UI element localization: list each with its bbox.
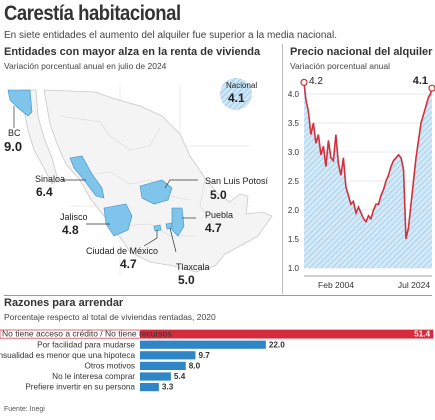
bar [140, 351, 196, 360]
section-divider [282, 44, 283, 294]
line-chart-subtitle: Variación porcentual anual [290, 61, 391, 71]
page-title: Carestía habitacional [4, 2, 181, 25]
category-label: No tiene acceso a crédito / No tiene rec… [2, 329, 172, 339]
state-label-slp: San Luis Potosí [205, 176, 269, 186]
bar-chart-title: Razones para arrendar [4, 297, 124, 309]
line-chart-title: Precio nacional del alquiler [290, 46, 433, 58]
leader-lines [13, 106, 198, 253]
state-value-cdmx: 4.7 [120, 257, 137, 271]
page-subtitle: En siete entidades el aumento del alquil… [4, 30, 337, 41]
category-label: Otros motivos [84, 362, 135, 371]
state-label-puebla: Puebla [205, 210, 234, 220]
state-value-bc: 9.0 [4, 139, 23, 154]
reasons-bar-chart: No tiene acceso a crédito / No tiene rec… [0, 329, 434, 392]
state-value-puebla: 4.7 [205, 221, 222, 235]
category-label: Prefiere invertir en su persona [25, 383, 135, 392]
national-bubble [220, 78, 252, 110]
y-tick-label: 2.0 [288, 206, 300, 215]
national-value: 4.1 [228, 91, 245, 105]
baja-california-peninsula [21, 89, 59, 185]
category-label: No le interesa comprar [52, 372, 135, 381]
map-title: Entidades con mayor alza en la renta de … [4, 46, 261, 58]
value-label: 3.3 [162, 383, 174, 392]
end-annotation: 4.1 [413, 76, 428, 87]
state-value-jalisco: 4.8 [62, 223, 79, 237]
area-fill [304, 82, 432, 269]
state-puebla [171, 207, 185, 237]
y-tick-label: 3.0 [288, 148, 300, 157]
state-label-tlaxcala: Tlaxcala [176, 262, 210, 272]
state-value-sinaloa: 6.4 [36, 185, 53, 199]
bar-chart-subtitle: Porcentaje respecto al total de vivienda… [4, 312, 216, 322]
bar [140, 372, 171, 381]
bar [140, 340, 266, 349]
value-label: 8.0 [189, 362, 201, 371]
bar [140, 330, 433, 339]
state-value-tlaxcala: 5.0 [178, 273, 195, 287]
y-tick-label: 3.5 [288, 119, 300, 128]
state-sinaloa [69, 155, 105, 199]
state-ciudad-de-mexico [153, 224, 162, 232]
value-label: 9.7 [198, 351, 210, 360]
rent-price-line-chart: 1.0 1.5 2.0 2.5 3.0 3.5 4.0 4.2 4.1 Feb 2004 Jul 2… [288, 76, 435, 290]
state-label-cdmx: Ciudad de México [86, 246, 159, 256]
x-tick-label: Feb 2004 [318, 280, 354, 290]
end-point [428, 84, 435, 92]
start-annotation: 4.2 [309, 76, 323, 87]
category-label: La mensualidad es menor que una hipoteca [0, 351, 135, 360]
category-label: Por facilidad para mudarse [37, 340, 135, 349]
start-point [300, 78, 308, 87]
y-tick-label: 4.0 [288, 90, 300, 99]
state-bc [7, 89, 33, 117]
state-value-slp: 5.0 [210, 188, 227, 202]
bar [140, 383, 159, 392]
bar [140, 361, 186, 370]
source-note: Fuente: Inegi [4, 406, 45, 413]
state-label-jalisco: Jalisco [60, 212, 88, 222]
y-tick-label: 1.5 [288, 235, 300, 244]
divider [4, 295, 432, 296]
value-label: 51.4 [414, 330, 430, 339]
state-label-bc: BC [8, 128, 21, 138]
state-label-sinaloa: Sinaloa [35, 174, 66, 184]
series-line [303, 82, 433, 240]
y-tick-label: 1.0 [288, 264, 300, 273]
value-label: 5.4 [174, 372, 186, 381]
state-san-luis-potosi [139, 179, 173, 205]
national-label: Nacional [226, 81, 258, 90]
x-tick-label: Jul 2024 [398, 280, 430, 290]
mexico-map [7, 78, 273, 276]
value-label: 22.0 [269, 340, 285, 349]
map-subtitle: Variación porcentual anual en julio de 2… [4, 61, 167, 71]
y-tick-label: 2.5 [288, 177, 300, 186]
